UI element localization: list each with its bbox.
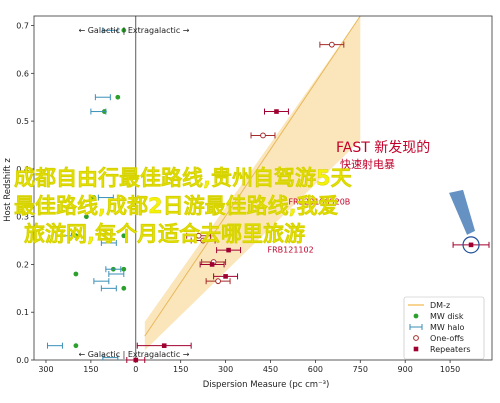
- overlay-line-1: 成都自由行最佳路线,贵州自驾游5天: [14, 166, 353, 190]
- legend-label: DM-z: [430, 301, 450, 310]
- legend-box: [403, 296, 485, 360]
- y-tick-label: 0.3: [16, 213, 29, 222]
- one-off-point: [200, 237, 207, 244]
- mw-disk-point: [91, 195, 97, 200]
- repeater-point: [226, 247, 231, 253]
- y-axis-title: Host Redshift z: [3, 158, 13, 222]
- mw-disk-point: [73, 343, 79, 349]
- annotation-subtitle: 快速射电暴: [340, 157, 395, 171]
- one-off-point: [328, 41, 335, 48]
- repeater-point: [161, 343, 167, 348]
- one-off-point: [260, 132, 266, 139]
- x-tick-label: 900: [398, 365, 413, 374]
- legend-label: One-offs: [430, 334, 464, 343]
- mw-disk-point: [121, 27, 127, 33]
- data-points: FRB121102 FRB20190520B: [46, 27, 490, 363]
- y-tick-label: 0.6: [16, 69, 29, 78]
- mw-disk-point: [73, 233, 79, 239]
- dm-z-band-area: [144, 16, 361, 351]
- overlay-watermark-text: 成都自由行最佳路线,贵州自驾游5天 最佳路线,成都2日游最佳路线,我爱 旅游网,…: [14, 166, 353, 246]
- y-tick-label: 0.2: [16, 260, 29, 269]
- x-tick-label: 300: [218, 365, 233, 374]
- overlay-line-3: 旅游网,每个月适合去哪里旅游: [24, 222, 305, 246]
- region-label-bottom: ← Galactic | Extragalactic →: [78, 350, 189, 359]
- overlay-line-2: 最佳路线,成都2日游最佳路线,我爱: [14, 194, 339, 218]
- repeater-point: [133, 357, 139, 363]
- mw-disk-point: [121, 285, 127, 291]
- x-tick-label: 0: [133, 365, 138, 374]
- mw-disk-point: [83, 214, 89, 220]
- y-tick-label: 0.5: [16, 117, 29, 126]
- y-tick-label: 0.7: [16, 22, 29, 31]
- dm-z-band: [144, 15, 361, 351]
- region-label-top: ← Galactic | Extragalactic →: [78, 26, 189, 35]
- legend-label: MW disk: [430, 312, 464, 321]
- one-off-point: [215, 278, 221, 285]
- y-tick-label: 0.1: [16, 308, 29, 317]
- y-tick-label: 0.4: [16, 165, 29, 174]
- frb-point-label: FRB20190520B: [288, 198, 350, 207]
- dm-z-band-line: [144, 15, 361, 337]
- axes-frame: 300 150 0 150 300 450 600 750 900 1050 0.0 0.1 0.2 0.…: [16, 15, 493, 374]
- x-tick-label: 1050: [440, 365, 460, 374]
- repeater-point: [468, 242, 474, 248]
- y-tick-label: 0.0: [16, 356, 29, 365]
- legend: DM-z MW disk MW halo One-offs Repeaters: [403, 296, 485, 360]
- annotation-title: FAST 新发现的: [336, 140, 430, 156]
- repeater-point: [209, 262, 215, 267]
- x-tick-label: 450: [263, 365, 278, 374]
- x-tick-label: 150: [173, 365, 188, 374]
- highlight-ring: [462, 236, 480, 254]
- frb-point-label: FRB121102: [267, 246, 313, 255]
- mw-disk-point: [115, 94, 121, 100]
- repeater-point: [223, 274, 228, 279]
- legend-mw-disk-swatch: [413, 313, 419, 319]
- plot-frame: [33, 15, 493, 361]
- x-axis-title: Dispersion Measure (pc cm⁻³): [203, 380, 330, 390]
- chart-labels: ← Galactic | Extragalactic → ← Galactic …: [3, 26, 430, 390]
- legend-label: Repeaters: [430, 345, 471, 354]
- legend-label: MW halo: [430, 323, 465, 332]
- x-tick-label: 600: [308, 365, 323, 374]
- highlight-pointer-icon: [449, 189, 476, 235]
- x-tick-label: 300: [38, 365, 53, 374]
- mw-disk-point: [121, 266, 127, 272]
- x-tick-label: 750: [353, 365, 368, 374]
- mw-disk-point: [121, 233, 127, 239]
- legend-one-offs-swatch: [413, 335, 419, 341]
- mw-disk-point: [73, 271, 79, 277]
- legend-repeaters-swatch: [413, 346, 419, 352]
- one-off-point: [195, 232, 202, 239]
- repeater-point: [274, 109, 279, 114]
- x-tick-label: 150: [83, 365, 98, 374]
